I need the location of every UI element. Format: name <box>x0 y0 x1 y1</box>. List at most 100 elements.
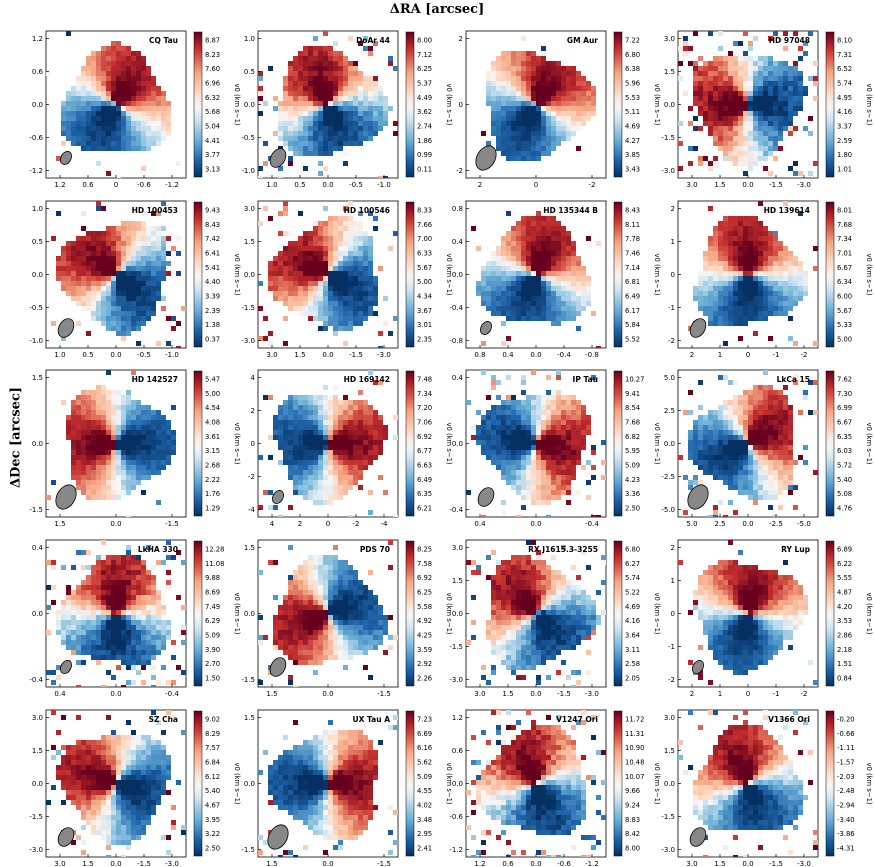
beam-ellipse <box>55 484 77 510</box>
colorbar-tick-label: 5.09 <box>625 462 640 470</box>
y-tick-label: -1.5 <box>661 813 675 821</box>
colorbar-tick-label: 6.77 <box>417 447 432 455</box>
y-tick-label: 0 <box>251 440 255 448</box>
y-tick-label: 1.5 <box>244 544 255 552</box>
colorbar-tick-label: 7.20 <box>417 404 432 412</box>
colorbar-label: v0 (km s−1) <box>865 762 873 804</box>
colorbar-tick-label: 5.84 <box>625 321 640 329</box>
colorbar-tick-label: 8.42 <box>625 830 640 838</box>
colorbar-label: v0 (km s−1) <box>233 762 241 804</box>
colorbar-tick-label: 9.66 <box>625 787 640 795</box>
panel: V1247 Ori 1.2 0.6 0.0 -0.6 -1.2 1.2 0.6 0.0 -0.6 -… <box>449 709 661 867</box>
colorbar-tick-label: -0.20 <box>837 716 855 724</box>
colorbar-tick-label: 6.17 <box>625 307 640 315</box>
colorbar-tick-label: 6.03 <box>837 447 852 455</box>
y-tick-label: 1.5 <box>664 747 675 755</box>
colorbar-tick-label: 6.29 <box>205 617 220 625</box>
y-tick-label: -1.2 <box>29 167 43 175</box>
colorbar-tick-label: 7.68 <box>625 419 640 427</box>
y-tick-label: 2 <box>671 544 675 552</box>
colorbar-tick-label: 6.81 <box>625 278 640 286</box>
x-tick-label: 0.4 <box>54 690 66 698</box>
panel: DoAr 44 1.0 0.5 0.0 -0.5 -1.0 1.0 0.5 0.0 -0.5 -1.… <box>241 30 453 189</box>
colorbar-tick-label: 7.30 <box>837 390 852 398</box>
x-tick-label: 0.0 <box>110 860 121 867</box>
colorbar-tick-label: 0.37 <box>205 336 220 344</box>
x-tick-label: 1.2 <box>474 860 485 867</box>
y-tick-label: 4 <box>251 374 256 382</box>
y-tick-label: -1 <box>668 643 675 651</box>
colorbar-tick-label: 6.33 <box>417 250 432 258</box>
x-tick-label: 3.0 <box>266 351 277 359</box>
x-tick-label: 0.6 <box>502 860 514 867</box>
x-tick-label: -1.5 <box>349 351 363 359</box>
colorbar-tick-label: 6.49 <box>625 293 640 301</box>
panel-title: HD 139614 <box>764 206 810 215</box>
colorbar-tick-label: -2.94 <box>837 802 855 810</box>
y-tick-label: -2 <box>456 167 463 175</box>
colorbar-tick-label: 10.27 <box>625 376 644 384</box>
y-tick-label: -3.0 <box>449 676 463 684</box>
panel-title: HD 97048 <box>769 36 810 45</box>
x-tick-label: -0.4 <box>557 351 571 359</box>
velocity-field <box>688 201 818 346</box>
colorbar-tick-label: 7.68 <box>837 221 852 229</box>
colorbar-tick-label: 7.06 <box>417 419 432 427</box>
panel-title: V1366 Ori <box>768 715 810 724</box>
colorbar-tick-label: 5.40 <box>837 476 852 484</box>
colorbar-tick-label: 5.00 <box>205 390 220 398</box>
colorbar-tick-label: 7.31 <box>837 51 852 59</box>
y-tick-label: 1.5 <box>244 714 255 722</box>
colorbar-tick-label: 6.82 <box>625 433 640 441</box>
y-tick-label: -1.5 <box>241 304 255 312</box>
colorbar-tick-label: 3.61 <box>205 433 220 441</box>
x-tick-label: 0 <box>114 181 118 189</box>
beam-ellipse <box>475 145 497 171</box>
panel-title: V1247 Ori <box>556 715 598 724</box>
velocity-field <box>46 710 186 857</box>
colorbar-label: v0 (km s−1) <box>865 592 873 634</box>
y-tick-label: 0.4 <box>452 238 464 246</box>
colorbar-tick-label: 6.92 <box>417 574 432 582</box>
colorbar-tick-label: 8.87 <box>205 37 220 45</box>
colorbar-tick-label: 2.58 <box>625 660 640 668</box>
y-tick-label: 0.0 <box>664 101 675 109</box>
panel: V1366 Ori 3.0 1.5 0.0 -1.5 -3.0 3.0 1.5 0.0 -1.5 -… <box>661 709 873 867</box>
velocity-field <box>466 370 606 517</box>
colorbar-tick-label: 7.58 <box>417 560 432 568</box>
colorbar <box>613 31 623 178</box>
colorbar-tick-label: 8.29 <box>205 730 220 738</box>
colorbar-tick-label: 4.55 <box>417 787 432 795</box>
colorbar-tick-label: 3.36 <box>625 490 640 498</box>
colorbar-tick-label: 7.14 <box>625 264 640 272</box>
velocity-field <box>471 211 601 348</box>
colorbar-tick-label: 4.34 <box>417 293 432 301</box>
colorbar-tick-label: 3.48 <box>417 816 432 824</box>
x-tick-label: 3.0 <box>686 860 697 867</box>
x-tick-label: 0 <box>534 181 538 189</box>
panel: HD 100453 1.0 0.5 0.0 -0.5 -1.0 1.0 0.5 0.0 -0.5 -… <box>29 200 241 359</box>
colorbar-tick-label: 4.92 <box>417 617 432 625</box>
colorbar <box>405 710 415 857</box>
colorbar-tick-label: 2.95 <box>417 830 432 838</box>
colorbar-tick-label: 6.34 <box>837 278 852 286</box>
x-tick-label: 1.5 <box>54 520 65 528</box>
y-tick-label: 3.0 <box>244 205 255 213</box>
colorbar-tick-label: 11.31 <box>625 730 644 738</box>
colorbar-tick-label: 4.20 <box>837 603 852 611</box>
panel: LkCa 15 5.0 2.5 0.0 -2.5 -5.0 5.0 2.5 0.0 -2.5 -5.… <box>661 369 873 528</box>
y-tick-label: -1.0 <box>29 337 43 345</box>
x-tick-label: 0.6 <box>82 181 94 189</box>
colorbar-tick-label: 9.88 <box>205 574 220 582</box>
panel: HD 142527 1.5 0.0 -1.5 1.5 0.0 -1.5 5.47 5.00 4.5… <box>29 369 241 528</box>
colorbar-tick-label: 12.28 <box>205 546 224 554</box>
colorbar-tick-label: 2.39 <box>205 307 220 315</box>
colorbar-label: v0 (km s−1) <box>865 422 873 464</box>
colorbar-tick-label: 4.16 <box>625 617 640 625</box>
y-tick-label: -1.5 <box>29 813 43 821</box>
colorbar-tick-label: 4.40 <box>205 278 220 286</box>
velocity-field <box>46 370 176 517</box>
x-tick-label: -1.5 <box>769 860 783 867</box>
colorbar-tick-label: 9.02 <box>205 716 220 724</box>
colorbar-tick-label: 5.47 <box>205 376 220 384</box>
